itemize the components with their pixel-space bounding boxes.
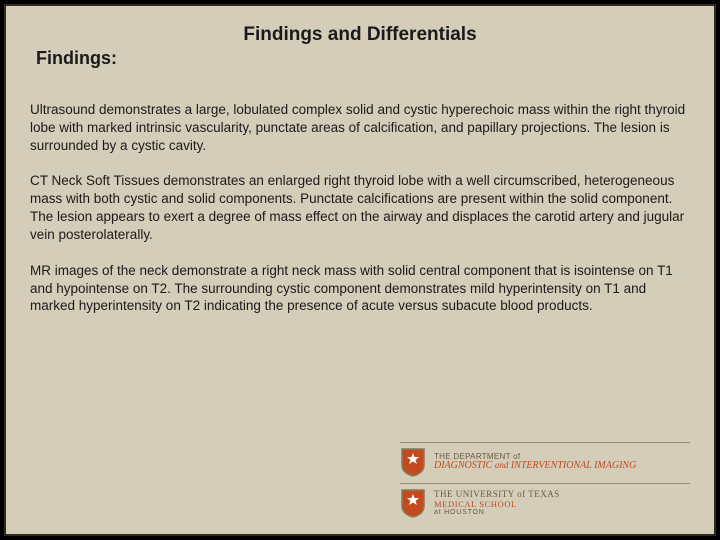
paragraph-ct: CT Neck Soft Tissues demonstrates an enl… [30, 172, 690, 243]
dept-logo-text: THE DEPARTMENT of DIAGNOSTIC and INTERVE… [434, 453, 636, 472]
ut-logo-text: THE UNIVERSITY of TEXAS MEDICAL SCHOOL a… [434, 490, 560, 516]
body-text: Ultrasound demonstrates a large, lobulat… [30, 101, 690, 315]
footer-logos: THE DEPARTMENT of DIAGNOSTIC and INTERVE… [400, 442, 690, 518]
dept-line2: DIAGNOSTIC and INTERVENTIONAL IMAGING [434, 461, 636, 472]
findings-heading: Findings: [36, 48, 690, 69]
paragraph-ultrasound: Ultrasound demonstrates a large, lobulat… [30, 101, 690, 154]
ut-line2: MEDICAL SCHOOL [434, 500, 560, 509]
ut-logo-row: THE UNIVERSITY of TEXAS MEDICAL SCHOOL a… [400, 483, 690, 518]
slide-title: Findings and Differentials [30, 24, 690, 46]
paragraph-mr: MR images of the neck demonstrate a righ… [30, 262, 690, 315]
ut-line3: at HOUSTON [434, 509, 560, 516]
slide-container: Findings and Differentials Findings: Ult… [4, 4, 716, 536]
ut-shield-icon [400, 488, 426, 518]
dept-shield-icon [400, 447, 426, 477]
dept-logo-row: THE DEPARTMENT of DIAGNOSTIC and INTERVE… [400, 442, 690, 477]
